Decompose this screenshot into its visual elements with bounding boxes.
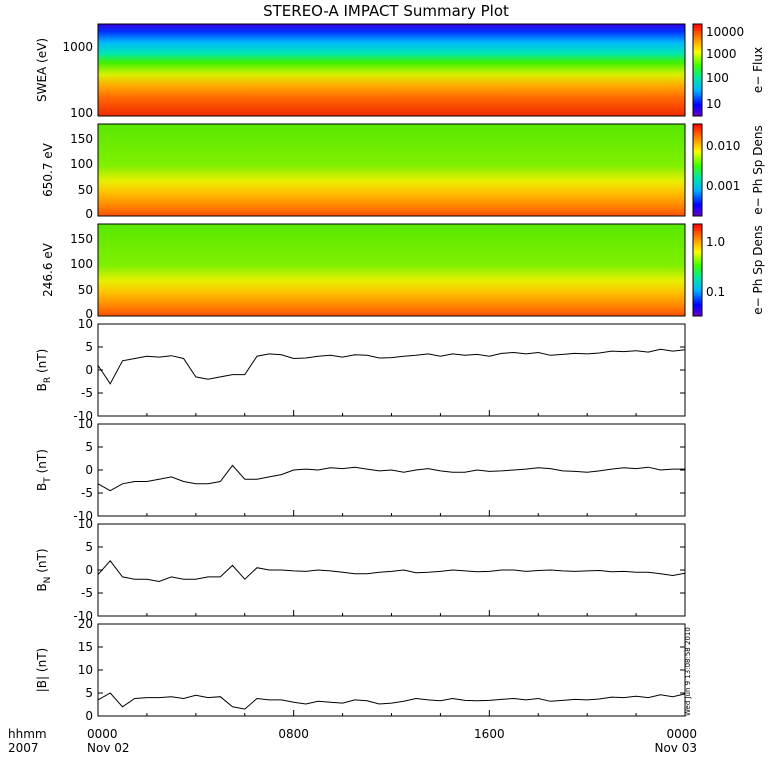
colorbar-flux-tick-10000: 10000 bbox=[706, 25, 744, 39]
swea-panel-frame bbox=[97, 23, 686, 117]
panel-bt: 10 5 0 -5 -10 BT (nT) bbox=[35, 417, 686, 523]
panel-bn-ytick: 0 bbox=[85, 563, 93, 577]
spectrogram-650: 650.7 eV 150 100 50 0 bbox=[41, 123, 686, 221]
colorbar-flux-label: e− Flux bbox=[751, 47, 765, 93]
pad-650-ytick-150: 150 bbox=[70, 132, 93, 146]
panel-bn-ytick: -5 bbox=[81, 586, 93, 600]
swea-ytick-100: 100 bbox=[70, 106, 93, 120]
panel-bt-ytick: -10 bbox=[73, 509, 93, 523]
time-axis-date-label: Nov 02 bbox=[87, 741, 130, 755]
time-axis-tick-label: 0000 bbox=[666, 727, 697, 741]
panel-br-ytick: 10 bbox=[78, 317, 93, 331]
time-axis-year-label: 2007 bbox=[8, 741, 39, 755]
swea-ytick-1000: 1000 bbox=[62, 40, 93, 54]
panel-btot-ytick: 20 bbox=[78, 617, 93, 631]
colorbar-flux-gradient bbox=[692, 23, 703, 117]
panel-btot-ytick: 0 bbox=[85, 709, 93, 723]
panel-btot-ytick: 15 bbox=[78, 640, 93, 654]
panel-br-ytick: -10 bbox=[73, 409, 93, 423]
colorbar-pad-246-tick-0.1: 0.1 bbox=[706, 285, 725, 299]
panel-bt-ytick: 0 bbox=[85, 463, 93, 477]
panel-br-ytick: 5 bbox=[85, 340, 93, 354]
panel-br-ytick: 0 bbox=[85, 363, 93, 377]
panel-bt-ytick: 10 bbox=[78, 417, 93, 431]
panel-bt-series-line bbox=[97, 464, 685, 492]
magnetic-field-panels: 10 5 0 -5 -10 BR (nT) 10 5 0 -5 -10 BT (nT) 10 5 0 -5 -1… bbox=[35, 317, 686, 723]
pad-246-spectrogram-image bbox=[98, 224, 685, 316]
panel-bt-ytick: -5 bbox=[81, 486, 93, 500]
colorbar-pad-650-tick-0.010: 0.010 bbox=[706, 139, 740, 153]
panel-br-y-label: BR (nT) bbox=[35, 349, 53, 392]
colorbar-pad-246: 1.0 0.1 e− Ph Sp Dens bbox=[692, 223, 765, 317]
pad-650-ytick-50: 50 bbox=[78, 183, 93, 197]
pad-246-y-label: 246.6 eV bbox=[41, 242, 55, 297]
panel-btot-ytick: 5 bbox=[85, 686, 93, 700]
time-axis-units-label: hhmm bbox=[8, 727, 47, 741]
panel-bn-series-line bbox=[97, 560, 686, 583]
time-axis-tick-label: 0800 bbox=[278, 727, 309, 741]
panel-bt-ytick: 5 bbox=[85, 440, 93, 454]
time-axis-tick-label: 1600 bbox=[474, 727, 505, 741]
generation-timestamp: Wed Jun 9 13:08:58 2010 bbox=[684, 627, 692, 716]
spectrogram-swea: SWEA (eV) 1000 100 bbox=[35, 23, 686, 120]
spectrogram-246: 246.6 eV 150 100 50 0 bbox=[41, 223, 686, 321]
panel-btot-y-label: |B| (nT) bbox=[35, 648, 49, 692]
pad-246-ytick-150: 150 bbox=[70, 232, 93, 246]
pad-246-ytick-0: 0 bbox=[85, 307, 93, 321]
panel-br-ytick: -5 bbox=[81, 386, 93, 400]
colorbar-pad-650-tick-0.001: 0.001 bbox=[706, 179, 740, 193]
pad-650-ytick-0: 0 bbox=[85, 207, 93, 221]
panel-br: 10 5 0 -5 -10 BR (nT) bbox=[35, 317, 686, 423]
panel-bn: 10 5 0 -5 -10 BN (nT) bbox=[35, 517, 686, 623]
pad-650-spectrogram-image bbox=[98, 124, 685, 216]
plot-title: STEREO-A IMPACT Summary Plot bbox=[263, 2, 509, 20]
panel-bn-y-label: BN (nT) bbox=[35, 548, 53, 591]
colorbar-pad-650: 0.010 0.001 e− Ph Sp Dens bbox=[692, 123, 765, 217]
pad-650-panel-frame bbox=[97, 123, 686, 217]
pad-246-ytick-100: 100 bbox=[70, 257, 93, 271]
colorbar-pad-246-label: e− Ph Sp Dens bbox=[751, 225, 765, 314]
panel-bn-ytick: 5 bbox=[85, 540, 93, 554]
panel-bn-frame bbox=[97, 523, 686, 617]
colorbar-pad-246-tick-1.0: 1.0 bbox=[706, 235, 725, 249]
panel-br-frame bbox=[97, 323, 686, 417]
pad-650-ytick-100: 100 bbox=[70, 157, 93, 171]
panel-btot-series-line bbox=[97, 692, 686, 710]
pad-246-ytick-50: 50 bbox=[78, 283, 93, 297]
colorbar-flux-tick-10: 10 bbox=[706, 97, 721, 111]
swea-y-label: SWEA (eV) bbox=[35, 38, 49, 102]
panel-btot-ytick: 10 bbox=[78, 663, 93, 677]
panel-btot: 20 15 10 5 0 |B| (nT) bbox=[35, 617, 686, 723]
colorbar-flux-tick-1000: 1000 bbox=[706, 47, 737, 61]
panel-bn-ytick: 10 bbox=[78, 517, 93, 531]
colorbar-pad-650-gradient bbox=[692, 123, 703, 217]
panel-bt-y-label: BT (nT) bbox=[35, 449, 53, 491]
panel-btot-frame bbox=[97, 623, 686, 717]
pad-650-y-label: 650.7 eV bbox=[41, 142, 55, 197]
swea-spectrogram-image bbox=[98, 24, 685, 116]
pad-246-panel-frame bbox=[97, 223, 686, 317]
panel-bn-ytick: -10 bbox=[73, 609, 93, 623]
colorbar-pad-246-gradient bbox=[692, 223, 703, 317]
colorbar-flux-tick-100: 100 bbox=[706, 71, 729, 85]
time-axis-tick-label: 0000 bbox=[87, 727, 118, 741]
panel-br-series-line bbox=[97, 348, 686, 385]
time-axis-date-label: Nov 03 bbox=[654, 741, 697, 755]
colorbar-pad-650-label: e− Ph Sp Dens bbox=[751, 125, 765, 214]
colorbar-flux: 10000 1000 100 10 e− Flux bbox=[692, 23, 765, 117]
